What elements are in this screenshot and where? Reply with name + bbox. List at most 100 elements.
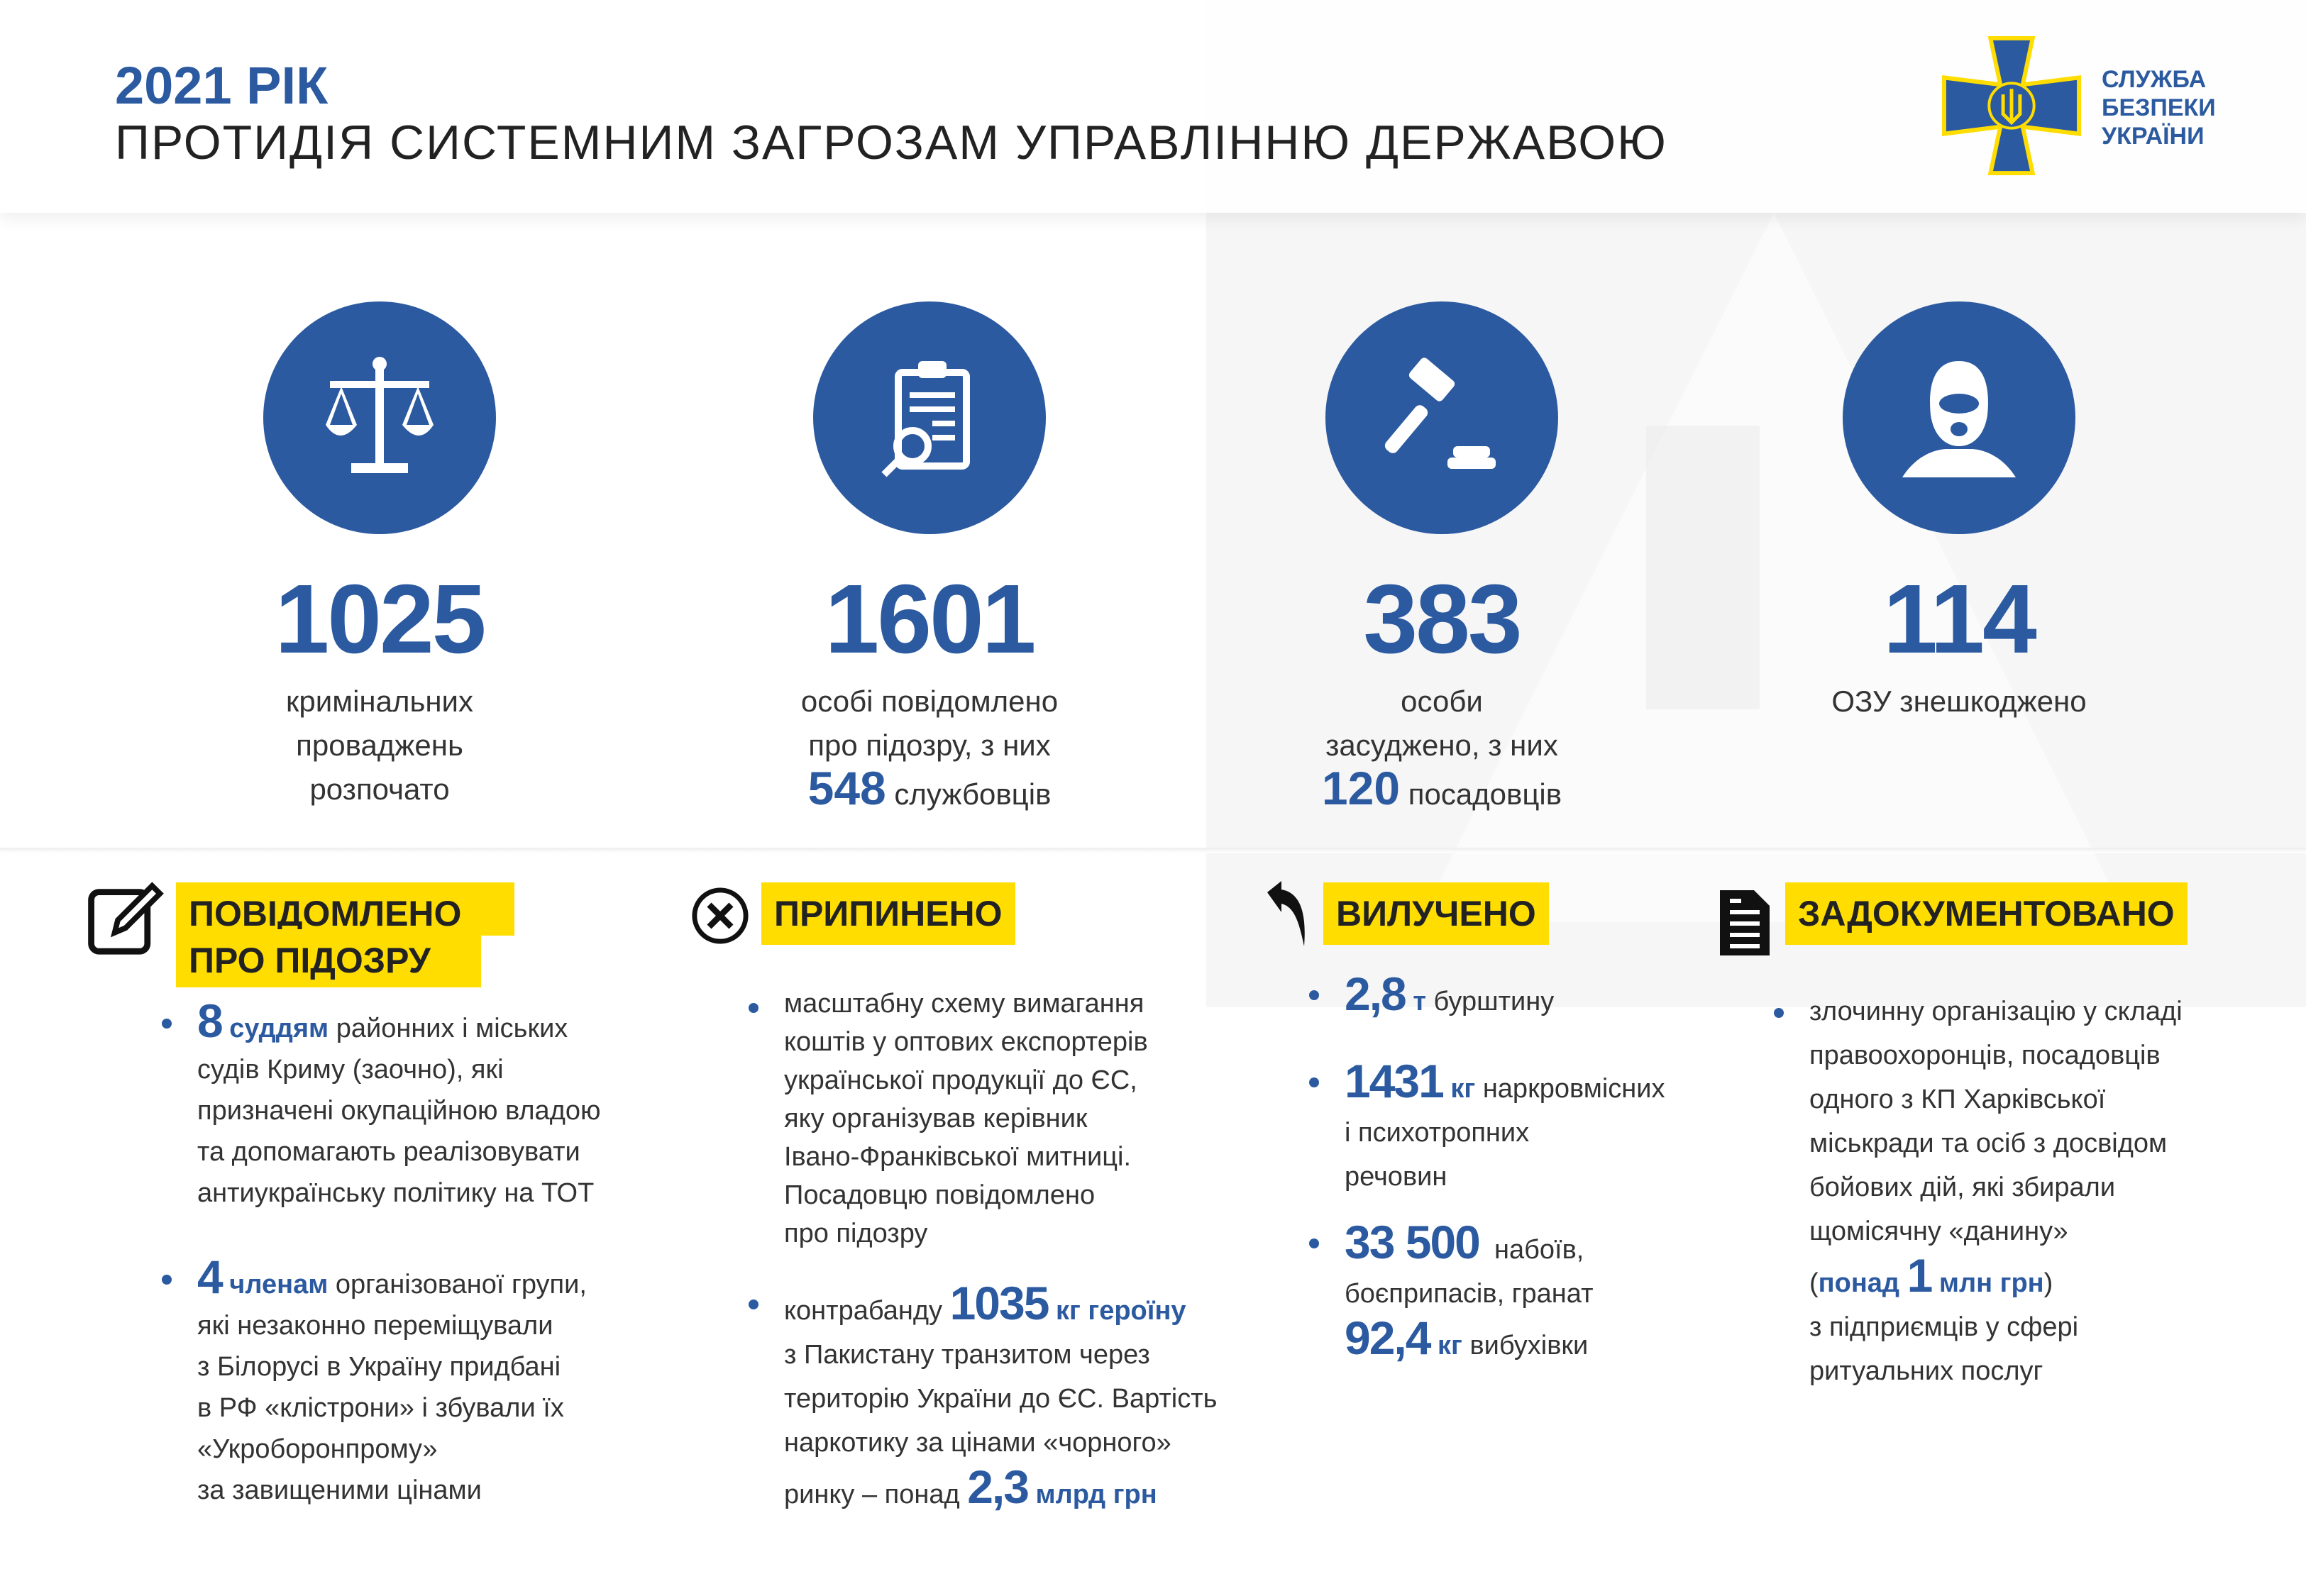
section-label-documented: ЗАДОКУМЕНТОВАНО [1785, 882, 2188, 945]
clipboard-search-icon [813, 301, 1046, 534]
item-text: з Пакистану транзитом через [784, 1340, 1150, 1370]
stopped-list: масштабну схему вимагання коштів у оптов… [749, 985, 1281, 1517]
item-number: 33 500 [1345, 1216, 1481, 1268]
list-item: 1431 кг наркровмісних і психотропних реч… [1309, 1058, 1742, 1199]
item-text: наркотику за цінами «чорного» [784, 1428, 1171, 1458]
item-text: речовин [1345, 1162, 1447, 1192]
item-number: 2,8 [1345, 968, 1407, 1020]
item-text: з підприємців у сфері [1809, 1312, 2079, 1342]
item-unit: т [1413, 987, 1426, 1016]
item-unit: членам [229, 1270, 329, 1299]
edit-icon [88, 882, 164, 955]
item-text: понад [1818, 1268, 1900, 1298]
list-item: масштабну схему вимагання коштів у оптов… [749, 985, 1281, 1253]
document-icon [1720, 890, 1770, 955]
stat-desc: проваджень [296, 728, 463, 762]
item-text: бурштину [1433, 987, 1555, 1016]
item-text: та допомагають реалізовувати [197, 1137, 580, 1167]
item-number: 92,4 [1345, 1312, 1431, 1364]
stat-sub-value: 548 [807, 762, 886, 814]
paren: ) [2043, 1268, 2053, 1298]
stat-sub-value: 120 [1321, 762, 1401, 814]
item-text: Івано-Франківської митниці. [784, 1142, 1132, 1172]
list-item: 4 членам організованої групи, які незако… [162, 1253, 680, 1511]
item-text: набоїв, [1494, 1235, 1584, 1265]
item-text: «Укроборонпрому» [197, 1434, 438, 1464]
item-text: з Білорусі в Україну придбані [197, 1352, 561, 1382]
item-text: в РФ «клістрони» і збували їх [197, 1393, 564, 1423]
item-text: бойових дій, які збирали [1809, 1173, 2116, 1202]
item-number: 1 [1907, 1249, 1933, 1302]
page-title: ПРОТИДІЯ СИСТЕМНИМ ЗАГРОЗАМ УПРАВЛІННЮ Д… [115, 116, 1667, 170]
stat-desc: особі повідомлено [800, 685, 1059, 718]
section-label-stopped: ПРИПИНЕНО [761, 882, 1015, 945]
item-text: про підозру [784, 1219, 928, 1248]
item-number: 4 [197, 1251, 224, 1303]
header [0, 0, 2306, 213]
list-item: 8 суддям районних і міських судів Криму … [162, 997, 680, 1214]
stat-convicted: 383 особи засуджено, з них 120 посадовці… [1193, 301, 1690, 815]
suspicion-list: 8 суддям районних і міських судів Криму … [162, 997, 680, 1511]
stat-desc: кримінальних [286, 685, 473, 718]
item-unit: кг героїну [1055, 1296, 1186, 1326]
item-text: організованої групи, [335, 1270, 587, 1299]
section-label-suspicion-2: ПРО ПІДОЗРУ [176, 929, 481, 987]
item-number: 8 [197, 994, 224, 1047]
item-number: 1035 [949, 1277, 1050, 1329]
stat-suspicions: 1601 особі повідомлено про підозру, з ни… [681, 301, 1178, 815]
item-unit: кг [1438, 1331, 1462, 1361]
stat-sub-text: посадовців [1408, 777, 1562, 811]
logo-line: БЕЗПЕКИ [2102, 94, 2216, 121]
list-item: злочинну організацію у складі правоохоро… [1774, 990, 2278, 1393]
stat-desc: розпочато [309, 772, 450, 806]
item-text: територію України до ЄС. Вартість [784, 1384, 1218, 1414]
list-item: 2,8 т бурштину [1309, 970, 1742, 1024]
stat-value: 1601 [824, 565, 1037, 674]
item-text: коштів у оптових експортерів [784, 1027, 1148, 1057]
item-text: і психотропних [1345, 1118, 1530, 1148]
stat-desc: особи [1401, 685, 1483, 718]
item-text: які незаконно переміщували [197, 1311, 553, 1341]
logo-text: СЛУЖБА БЕЗПЕКИ УКРАЇНИ [2102, 65, 2216, 150]
item-unit: кг [1450, 1074, 1476, 1104]
item-text: наркровмісних [1482, 1074, 1665, 1104]
item-text: боєприпасів, гранат [1345, 1279, 1594, 1309]
scales-icon [263, 301, 496, 534]
item-unit: млрд грн [1035, 1480, 1157, 1509]
paren: ( [1809, 1268, 1819, 1298]
stat-sub-text: службовців [894, 777, 1052, 811]
list-item: 33 500 набоїв, боєприпасів, гранат 92,4 … [1309, 1219, 1742, 1368]
item-text: антиукраїнську політику на ТОТ [197, 1178, 595, 1208]
gavel-icon [1325, 301, 1558, 534]
item-text: правоохоронців, посадовців [1809, 1041, 2161, 1070]
section-label-suspicion: ПОВІДОМЛЕНО [176, 882, 514, 936]
stat-value: 114 [1883, 565, 2037, 674]
item-text: щомісячну «данину» [1809, 1217, 2068, 1246]
seized-list: 2,8 т бурштину 1431 кг наркровмісних і п… [1309, 970, 1742, 1368]
report-year: 2021 РІК [115, 56, 329, 115]
item-text: ринку – понад [784, 1480, 960, 1509]
arrow-back-icon [1267, 881, 1305, 946]
item-text: ритуальних послуг [1809, 1356, 2043, 1386]
item-text: української продукції до ЄС, [784, 1065, 1137, 1095]
item-text: одного з КП Харківської [1809, 1085, 2106, 1114]
cancel-icon [692, 887, 749, 944]
item-text: масштабну схему вимагання [784, 989, 1144, 1019]
stat-desc: про підозру, з них [808, 728, 1051, 762]
item-text: контрабанду [784, 1296, 943, 1326]
item-number: 2,3 [967, 1461, 1030, 1513]
item-unit: суддям [229, 1014, 329, 1043]
documented-list: злочинну організацію у складі правоохоро… [1774, 990, 2278, 1393]
item-text: яку організував керівник [784, 1104, 1088, 1134]
section-label-seized: ВИЛУЧЕНО [1323, 882, 1549, 945]
balaclava-icon [1843, 301, 2075, 534]
item-text: Посадовцю повідомлено [784, 1180, 1096, 1210]
stat-criminal-proceedings: 1025 кримінальних проваджень розпочато [131, 301, 628, 811]
list-item: контрабанду 1035 кг героїну з Пакистану … [749, 1280, 1281, 1517]
stat-desc: ОЗУ знешкоджено [1831, 685, 2087, 718]
stat-value: 1025 [275, 565, 487, 674]
item-unit: млн грн [1938, 1268, 2044, 1298]
item-text: судів Криму (заочно), які [197, 1055, 504, 1085]
sbu-logo-icon [1941, 35, 2082, 176]
stat-value: 383 [1363, 565, 1522, 674]
